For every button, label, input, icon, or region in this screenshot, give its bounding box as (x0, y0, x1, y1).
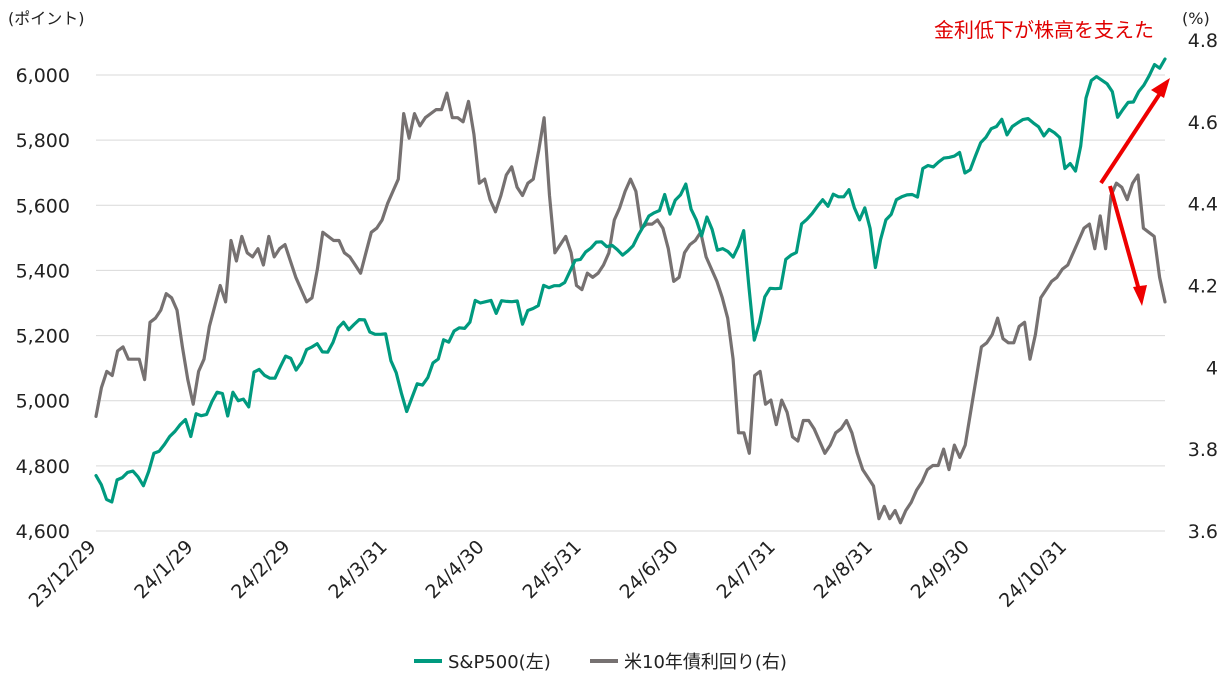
y-right-tick-label: 4 (1206, 357, 1218, 379)
series-line-sp500 (94, 57, 1167, 504)
annotation-text: 金利低下が株高を支えた (934, 18, 1154, 42)
y-right-tick-label: 4.4 (1188, 194, 1218, 216)
x-tick-label: 24/6/30 (615, 536, 682, 603)
arrow-up-head (1151, 78, 1170, 98)
x-tick-label: 24/9/30 (907, 536, 974, 603)
x-tick-label: 24/3/31 (324, 536, 391, 603)
x-tick-label: 24/8/31 (810, 536, 877, 603)
series-line-us10y (94, 91, 1167, 525)
y-right-tick-label: 4.8 (1188, 30, 1218, 52)
y-left-tick-label: 5,600 (16, 195, 70, 217)
y-left-tick-label: 5,000 (16, 391, 70, 413)
y-left-tick-label: 6,000 (16, 65, 70, 87)
x-tick-label: 24/10/31 (995, 536, 1071, 612)
arrow-up-line (1099, 90, 1163, 185)
x-tick-label: 24/2/29 (227, 536, 294, 603)
x-tick-label: 24/5/31 (518, 536, 585, 603)
y-right-tick-labels: 3.6 3.8 4 4.2 4.4 4.6 4.8 (1188, 30, 1218, 543)
legend-label-us10y: 米10年債利回り(右) (624, 652, 787, 673)
y-left-tick-labels: 4,600 4,800 5,000 5,200 5,400 5,600 5,800 6,000 (16, 65, 70, 543)
y-left-tick-label: 5,200 (16, 326, 70, 348)
series-layer (94, 57, 1167, 525)
y-right-tick-label: 3.6 (1188, 521, 1218, 543)
gridlines (96, 74, 1165, 532)
arrow-down-line (1108, 185, 1141, 291)
annotation-arrows (1099, 78, 1170, 306)
legend-label-sp500: S&P500(左) (448, 652, 551, 673)
y-right-tick-label: 3.8 (1188, 439, 1218, 461)
x-tick-label: 24/4/30 (421, 536, 488, 603)
x-tick-label: 23/12/29 (25, 536, 101, 612)
legend: S&P500(左) 米10年債利回り(右) (414, 652, 787, 673)
y-left-tick-label: 5,800 (16, 130, 70, 152)
y-right-tick-label: 4.2 (1188, 276, 1218, 298)
y-left-tick-label: 5,400 (16, 260, 70, 282)
x-tick-labels: 23/12/29 24/1/29 24/2/29 24/3/31 24/4/30 24/5… (25, 536, 1071, 612)
y-right-tick-label: 4.6 (1188, 112, 1218, 134)
arrow-down-head (1133, 285, 1147, 306)
y-left-tick-label: 4,600 (16, 521, 70, 543)
y-right-unit-label: (%) (1182, 9, 1210, 28)
x-tick-label: 24/7/31 (713, 536, 780, 603)
x-tick-label: 24/1/29 (130, 536, 197, 603)
y-left-unit-label: (ポイント) (8, 9, 85, 28)
y-left-tick-label: 4,800 (16, 456, 70, 478)
